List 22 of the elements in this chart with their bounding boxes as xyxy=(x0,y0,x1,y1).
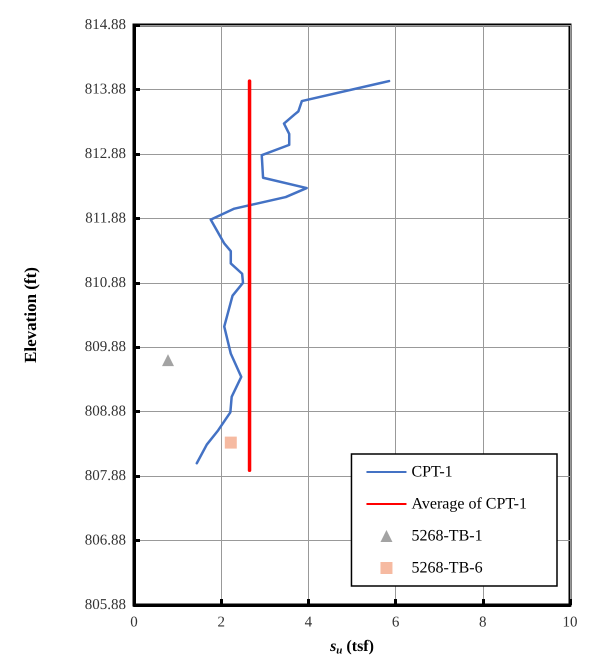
y-tick-label: 811.88 xyxy=(85,210,126,226)
x-tick-label: 2 xyxy=(217,614,225,630)
legend-label: CPT-1 xyxy=(411,464,453,480)
y-tick-label: 805.88 xyxy=(84,597,126,613)
x-tick-label: 10 xyxy=(562,614,578,630)
y-axis-title: Elevation (ft) xyxy=(21,267,40,363)
y-tick-label: 813.88 xyxy=(84,81,126,98)
legend-label: Average of CPT-1 xyxy=(411,496,527,512)
legend-label: 5268-TB-6 xyxy=(411,560,483,576)
x-tick-label: 8 xyxy=(479,614,487,630)
y-tick-label: 809.88 xyxy=(84,339,126,356)
legend-label: 5268-TB-1 xyxy=(411,528,483,544)
y-tick-label: 807.88 xyxy=(84,468,126,484)
x-tick-label: 6 xyxy=(392,614,400,630)
y-tick-label: 806.88 xyxy=(84,532,126,549)
line-series xyxy=(196,80,390,464)
x-tick-label: 0 xyxy=(130,614,138,630)
y-tick-label: 814.88 xyxy=(84,17,126,33)
y-tick-label: 808.88 xyxy=(84,404,126,420)
y-tick-label: 810.88 xyxy=(84,274,126,291)
x-tick-label: 4 xyxy=(304,614,313,630)
y-tick-label: 812.88 xyxy=(84,146,126,162)
